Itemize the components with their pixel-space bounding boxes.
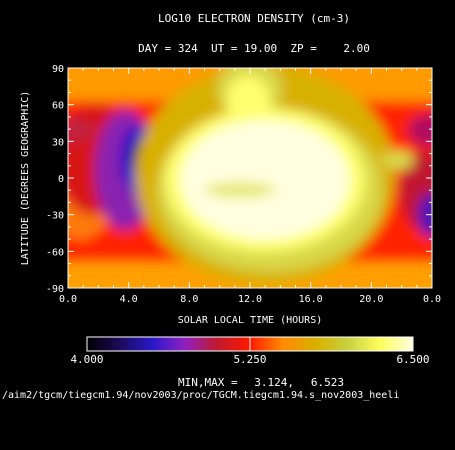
y-tick-label: -60	[46, 247, 64, 258]
x-tick-label: 20.0	[359, 294, 383, 305]
y-tick-label: -30	[46, 211, 64, 222]
colorbar-max-label: 6.500	[396, 353, 429, 366]
y-tick-label: 0	[58, 174, 64, 185]
min-value: 3.124,	[254, 376, 294, 389]
x-axis-label: SOLAR LOCAL TIME (HOURS)	[178, 315, 323, 326]
minmax-label: MIN,MAX =	[178, 376, 238, 389]
x-tick-label: 0.0	[59, 294, 77, 305]
x-tick-label: 16.0	[299, 294, 323, 305]
x-tick-label: 12.0	[238, 294, 262, 305]
y-axis-label: LATITUDE (DEGREES GEOGRAPHIC)	[20, 91, 31, 266]
chart-title: LOG10 ELECTRON DENSITY (cm-3)	[158, 12, 350, 25]
y-tick-label: -90	[46, 284, 64, 295]
chart-subtitle: DAY = 324 UT = 19.00 ZP = 2.00	[138, 42, 370, 55]
colorbar-mid-label: 5.250	[233, 353, 266, 366]
y-tick-label: 60	[52, 101, 64, 112]
max-value: 6.523	[311, 376, 344, 389]
footer-path: /aim2/tgcm/tiegcm1.94/nov2003/proc/TGCM.…	[2, 390, 399, 401]
x-tick-label: 8.0	[180, 294, 198, 305]
x-tick-label: 4.0	[120, 294, 138, 305]
colorbar-min-label: 4.000	[70, 353, 103, 366]
plot-ticks: 90 60 30 0 -30 -60 -90 0.0 4.0 8.0 12.0 16.0 20.0 0.…	[46, 64, 441, 305]
y-tick-label: 30	[52, 137, 64, 148]
x-tick-label: 0.0	[423, 294, 441, 305]
heatmap-field	[68, 68, 432, 288]
y-tick-label: 90	[52, 64, 64, 75]
